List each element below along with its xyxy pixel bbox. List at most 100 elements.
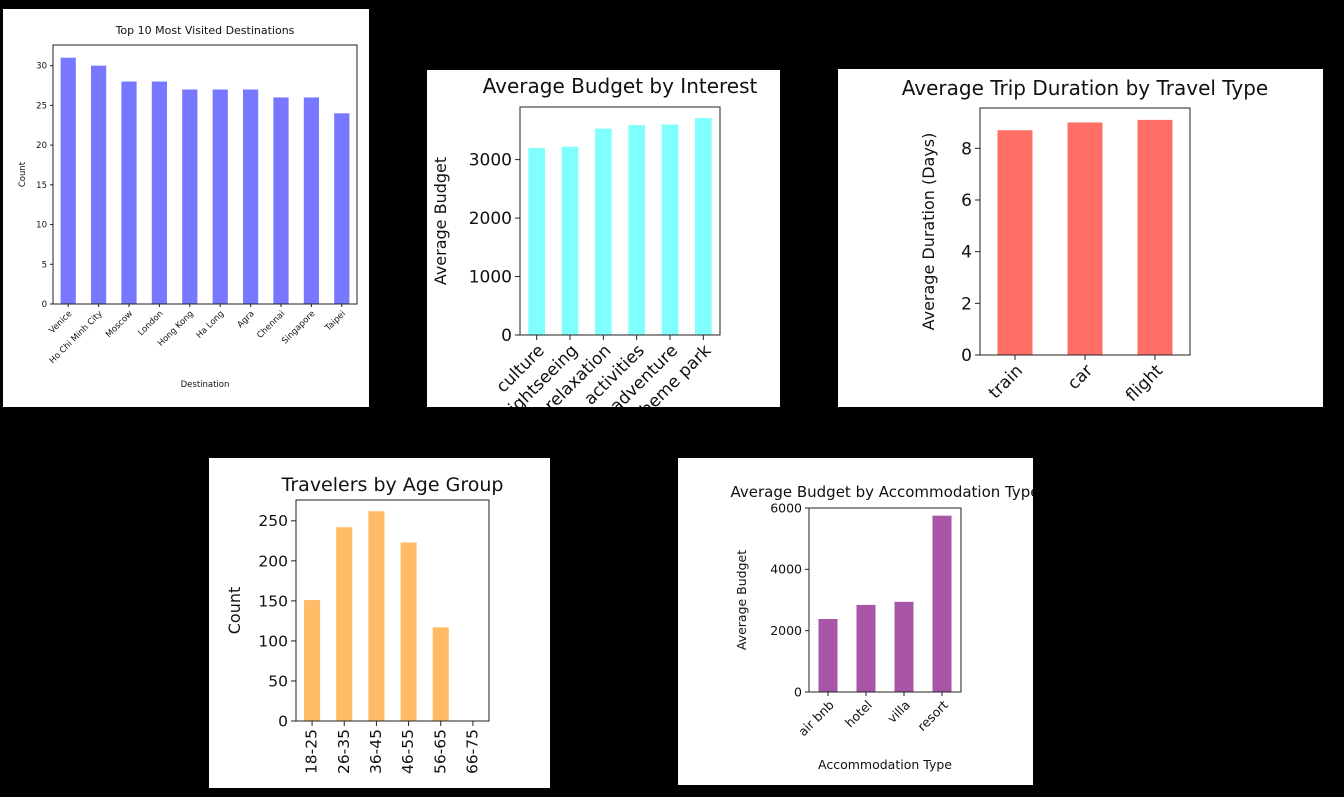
y-tick-label: 150 xyxy=(258,592,288,610)
y-tick-label: 30 xyxy=(36,62,47,72)
y-tick-label: 0 xyxy=(961,346,972,366)
chart-panel-budget-by-accommodation: Average Budget by Accommodation Type 0 200… xyxy=(678,458,1033,785)
x-tick-label: Taipei xyxy=(323,309,348,334)
plot-frame xyxy=(295,499,490,722)
x-tick-label: 46-55 xyxy=(399,729,417,774)
x-axis-label: Accommodation Type xyxy=(818,757,952,772)
y-tick-label: 10 xyxy=(36,221,47,231)
bar-villa xyxy=(894,601,914,692)
x-tick-label: Singapore xyxy=(280,309,317,346)
chart-svg: Average Trip Duration by Travel Type 0 2 4 6… xyxy=(902,76,1268,406)
chart-panel-budget-by-interest: Average Budget by Interest 0 1000 2000 3000 c… xyxy=(427,70,780,407)
chart-panel-duration-by-travel-type: Average Trip Duration by Travel Type 0 2 4 6… xyxy=(838,69,1323,407)
bar-flight xyxy=(1137,119,1173,355)
y-tick-label: 20 xyxy=(36,141,47,151)
bar-train xyxy=(997,130,1033,355)
x-tick-label: 18-25 xyxy=(303,729,321,774)
y-tick-label: 0 xyxy=(794,684,802,699)
bar-london xyxy=(151,81,167,304)
chart-svg: Average Budget by Accommodation Type 0 200… xyxy=(731,483,1034,772)
bar-car xyxy=(1067,122,1103,355)
y-tick-label: 50 xyxy=(268,672,288,690)
chart-svg: Travelers by Age Group 0 50 100 150 200 250 18-… xyxy=(225,474,504,774)
y-tick-label: 250 xyxy=(258,512,288,530)
bar-taipei xyxy=(334,113,350,304)
x-tick-label: 26-35 xyxy=(335,729,353,774)
x-tick-label: London xyxy=(136,309,165,338)
y-axis-label: Count xyxy=(18,161,28,187)
bar-theme-park xyxy=(695,118,712,335)
y-tick-label: 0 xyxy=(278,712,288,730)
x-tick-label: car xyxy=(1064,361,1097,394)
plot-frame xyxy=(52,44,358,305)
bar-56-65 xyxy=(432,627,449,721)
bar-relaxation xyxy=(595,128,612,335)
bar-culture xyxy=(528,147,545,335)
x-tick-label: flight xyxy=(1122,361,1167,406)
y-tick-label: 2000 xyxy=(469,209,512,229)
bar-ha-long xyxy=(212,89,228,304)
plot-frame xyxy=(519,106,721,336)
x-tick-label: 66-75 xyxy=(463,729,481,774)
x-axis-label: Destination xyxy=(181,380,230,390)
bar-18-25 xyxy=(304,600,321,721)
x-tick-label: 36-45 xyxy=(367,729,385,774)
x-tick-label: Moscow xyxy=(104,309,135,340)
y-tick-label: 3000 xyxy=(469,151,512,171)
y-tick-label: 6 xyxy=(961,191,972,211)
y-tick-label: 0 xyxy=(501,326,512,346)
x-tick-label: hotel xyxy=(842,697,875,730)
x-tick-label: air bnb xyxy=(795,697,837,739)
y-tick-label: 15 xyxy=(36,181,47,191)
bar-air-bnb xyxy=(818,619,838,692)
bar-sightseeing xyxy=(561,146,579,335)
x-tick-label: villa xyxy=(884,697,913,726)
chart-title: Average Budget by Interest xyxy=(483,74,758,98)
chart-panel-travelers-by-age: Travelers by Age Group 0 50 100 150 200 250 18-… xyxy=(209,458,550,788)
y-axis-label: Count xyxy=(225,587,244,635)
y-axis-label: Average Budget xyxy=(431,157,450,285)
y-tick-label: 6000 xyxy=(770,500,802,515)
y-tick-label: 8 xyxy=(961,139,972,159)
x-tick-label: Venice xyxy=(47,309,74,336)
bar-agra xyxy=(243,89,259,304)
y-tick-label: 5 xyxy=(42,260,47,270)
bar-venice xyxy=(60,57,76,304)
bar-adventure xyxy=(661,124,679,336)
x-tick-label: Ho Chi Minh City xyxy=(48,309,105,366)
bar-singapore xyxy=(303,97,319,305)
y-tick-label: 4 xyxy=(961,243,972,263)
bar-hong-kong xyxy=(182,89,198,304)
bar-hotel xyxy=(856,604,876,692)
y-tick-label: 25 xyxy=(36,101,47,111)
bar-activities xyxy=(628,125,645,335)
y-tick-label: 2 xyxy=(961,294,972,314)
y-tick-label: 100 xyxy=(258,632,288,650)
chart-title: Average Trip Duration by Travel Type xyxy=(902,76,1268,100)
y-tick-label: 0 xyxy=(42,300,47,310)
x-tick-label: 56-65 xyxy=(431,729,449,774)
plot-frame xyxy=(808,507,962,693)
x-tick-label: train xyxy=(985,361,1027,403)
chart-title: Travelers by Age Group xyxy=(281,474,504,496)
x-tick-label: Agra xyxy=(236,309,257,330)
y-tick-label: 200 xyxy=(258,552,288,570)
chart-svg: Top 10 Most Visited Destinations 0 5 10 15 20… xyxy=(18,24,358,390)
x-tick-label: resort xyxy=(914,697,951,734)
chart-title: Top 10 Most Visited Destinations xyxy=(115,24,295,37)
bar-moscow xyxy=(121,81,137,304)
y-tick-label: 1000 xyxy=(469,267,512,287)
x-tick-label: Ha Long xyxy=(195,309,227,341)
bar-26-35 xyxy=(336,527,353,721)
chart-panel-top-destinations: Top 10 Most Visited Destinations 0 5 10 15 20… xyxy=(3,9,369,407)
bar-46-55 xyxy=(400,542,417,721)
y-axis-label: Average Budget xyxy=(734,550,749,650)
bar-chennai xyxy=(273,97,289,305)
bar-ho-chi-minh-city xyxy=(91,65,107,305)
bar-36-45 xyxy=(368,511,385,721)
y-tick-label: 2000 xyxy=(770,623,802,638)
chart-title: Average Budget by Accommodation Type xyxy=(731,483,1034,501)
y-axis-label: Average Duration (Days) xyxy=(919,133,938,331)
chart-svg: Average Budget by Interest0100020003000c… xyxy=(431,74,758,407)
y-tick-label: 4000 xyxy=(770,562,802,577)
